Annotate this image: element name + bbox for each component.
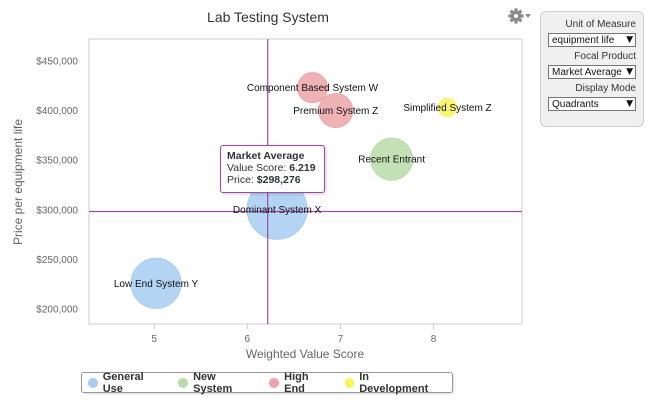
tooltip-price-label: Price: (227, 174, 254, 186)
bubble-label: Premium System Z (293, 106, 378, 117)
legend-swatch (269, 377, 280, 388)
tooltip-score-row: Value Score: 6.219 (227, 162, 318, 174)
y-tick-label: $400,000 (36, 106, 78, 117)
chevron-down-icon: ▼ (626, 35, 633, 45)
chart-tooltip: Market Average Value Score: 6.219 Price:… (220, 145, 325, 193)
chevron-down-icon: ▼ (626, 99, 633, 109)
tooltip-score-label: Value Score: (227, 162, 287, 174)
bubble-point (130, 257, 182, 309)
legend-label: High End (284, 370, 309, 395)
unit-of-measure-value: equipment life (552, 35, 615, 46)
x-tick-label: 6 (245, 334, 251, 345)
legend-label: In Development (359, 370, 429, 395)
chevron-down-icon: ▼ (626, 67, 633, 77)
x-tick-label: 8 (431, 334, 437, 345)
bubble-label: Component Based System W (247, 83, 379, 94)
focal-product-label: Focal Product (574, 51, 636, 62)
tooltip-price-row: Price: $298,276 (227, 174, 318, 186)
legend-item[interactable]: High End (269, 371, 330, 395)
display-mode-value: Quadrants (552, 99, 599, 110)
legend-item[interactable]: In Development (344, 370, 439, 395)
bubble-point (370, 137, 414, 181)
legend-item[interactable]: General Use (88, 371, 164, 395)
display-mode-label: Display Mode (575, 83, 636, 94)
legend-swatch (178, 377, 189, 388)
y-tick-label: $250,000 (36, 255, 78, 266)
x-axis-title: Weighted Value Score (246, 347, 365, 361)
y-tick-label: $450,000 (36, 56, 78, 67)
y-tick-label: $350,000 (36, 156, 78, 167)
y-tick-label: $200,000 (36, 305, 78, 316)
bubble-label: Recent Entrant (358, 155, 425, 166)
tooltip-score-value: 6.219 (289, 162, 316, 174)
tooltip-title: Market Average (227, 150, 305, 162)
legend-label: New System (193, 370, 233, 395)
focal-product-select[interactable]: Market Average ▼ (548, 65, 636, 79)
chart-title: Lab Testing System (207, 9, 329, 25)
focal-product-value: Market Average (552, 67, 622, 78)
control-panel: Unit of Measure equipment life ▼ Focal P… (540, 11, 644, 127)
tooltip-price-value: $298,276 (256, 174, 301, 186)
bubble-point (318, 92, 354, 128)
legend-label: General Use (102, 370, 144, 395)
bubble-point (438, 98, 458, 118)
plot-layer: $200,000 $250,000 $300,000 $350,000 $400,000… (36, 39, 522, 345)
x-tick-label: 5 (151, 334, 157, 345)
legend-swatch (88, 377, 98, 388)
unit-of-measure-select[interactable]: equipment life ▼ (548, 33, 636, 47)
unit-of-measure-label: Unit of Measure (565, 19, 636, 30)
bubble-point (296, 72, 328, 104)
chart-legend: General Use New System High End In Developm… (81, 370, 453, 395)
settings-menu-button[interactable] (508, 7, 532, 25)
x-tick-label: 7 (338, 334, 344, 345)
bubble-label: Dominant System X (233, 205, 322, 216)
plot-frame (88, 38, 523, 325)
legend-swatch (344, 377, 355, 388)
bubble-label: Simplified System Z (403, 103, 491, 114)
gear-icon (508, 8, 531, 24)
y-axis-title: Price per equipment life (11, 119, 25, 245)
y-tick-label: $300,000 (36, 205, 78, 216)
display-mode-select[interactable]: Quadrants ▼ (548, 97, 636, 111)
bubble-label: Low End System Y (114, 279, 199, 290)
legend-item[interactable]: New System (178, 371, 255, 395)
chevron-down-icon (525, 14, 531, 18)
